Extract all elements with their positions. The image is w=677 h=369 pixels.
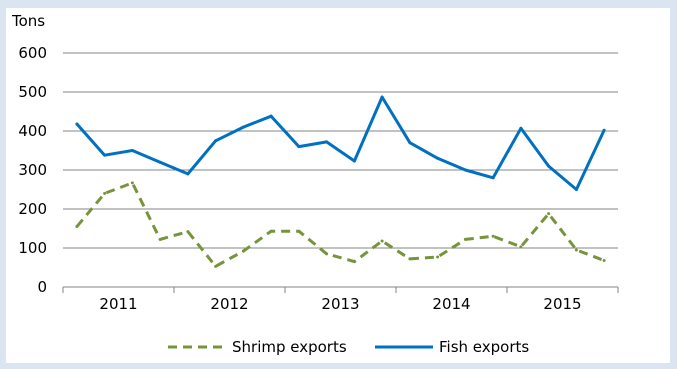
series-line-1	[75, 95, 606, 191]
x-tick-label: 2014	[432, 295, 470, 313]
data-point	[463, 168, 467, 172]
y-tick-label: 300	[18, 161, 47, 179]
x-tick-label: 2011	[99, 295, 137, 313]
data-point	[491, 176, 495, 180]
data-point	[519, 126, 523, 130]
data-point	[75, 122, 79, 126]
data-point	[214, 139, 218, 143]
legend-label: Fish exports	[439, 338, 529, 356]
data-point	[325, 252, 329, 256]
data-point	[547, 212, 551, 216]
y-tick-label: 500	[18, 83, 47, 101]
y-tick-label: 600	[18, 44, 47, 62]
legend-label: Shrimp exports	[232, 338, 347, 356]
data-point	[214, 264, 218, 268]
data-point	[75, 225, 79, 229]
series-line-0	[75, 181, 605, 268]
data-point	[380, 95, 384, 99]
data-point	[547, 164, 551, 168]
data-point	[269, 229, 273, 233]
data-point	[574, 248, 578, 252]
data-point	[241, 125, 245, 129]
data-point	[241, 249, 245, 253]
data-point	[297, 229, 301, 233]
y-tick-label: 200	[18, 200, 47, 218]
data-point	[103, 153, 107, 157]
x-tick-label: 2012	[210, 295, 248, 313]
y-tick-label: 100	[18, 239, 47, 257]
data-point	[436, 255, 440, 259]
data-point	[574, 188, 578, 191]
y-axis-unit-label: Tons	[11, 12, 45, 30]
y-tick-label: 400	[18, 122, 47, 140]
x-tick-label: 2013	[321, 295, 359, 313]
data-point	[408, 141, 412, 145]
x-tick-label: 2015	[543, 295, 581, 313]
data-point	[519, 245, 523, 249]
data-point	[103, 191, 107, 195]
series-lines	[75, 95, 606, 268]
gridlines	[63, 52, 618, 249]
data-point	[491, 234, 495, 238]
data-point	[352, 260, 356, 264]
data-point	[297, 145, 301, 149]
data-point	[463, 237, 467, 241]
data-point	[186, 230, 190, 234]
data-point	[602, 258, 606, 262]
chart-panel	[6, 8, 670, 363]
data-point	[352, 159, 356, 163]
data-point	[269, 114, 273, 118]
data-point	[130, 181, 134, 185]
data-point	[158, 160, 162, 164]
data-point	[436, 156, 440, 160]
x-axis: 2011 2012 2013 2014 2015	[62, 286, 619, 313]
data-point	[602, 128, 606, 132]
data-point	[408, 257, 412, 261]
data-point	[380, 239, 384, 243]
y-tick-labels: 0 100 200 300 400 500 600	[18, 44, 47, 296]
data-point	[130, 149, 134, 152]
y-tick-label: 0	[37, 278, 47, 296]
data-point	[158, 237, 162, 241]
legend: Shrimp exports Fish exports	[168, 338, 529, 356]
data-point	[325, 140, 329, 144]
data-point	[186, 172, 190, 176]
